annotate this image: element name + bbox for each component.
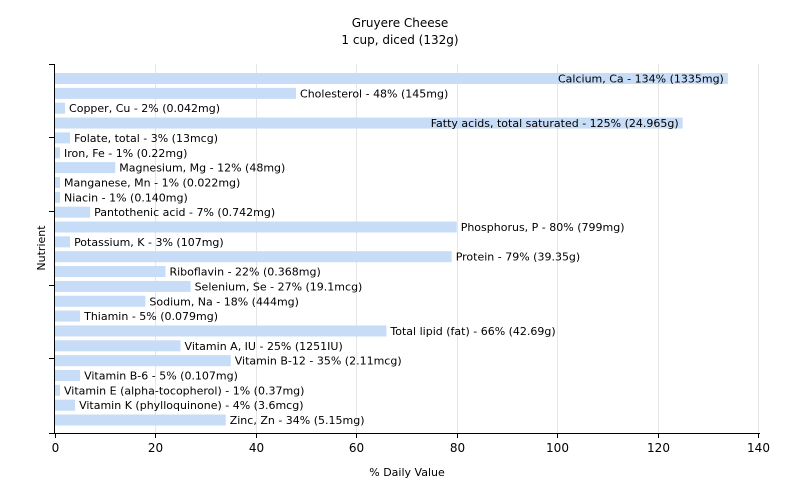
bar <box>55 147 61 159</box>
x-tick-label: 140 <box>747 441 770 455</box>
bar-label: Total lipid (fat) - 66% (42.69g) <box>389 325 555 338</box>
x-axis: 0 20 40 60 80 100 120 140 <box>52 433 770 455</box>
bar-label: Riboflavin - 22% (0.368mg) <box>169 266 320 279</box>
bar <box>55 191 61 203</box>
bar <box>55 73 728 84</box>
bar-label: Vitamin K (phylloquinone) - 4% (3.6mcg) <box>79 399 303 412</box>
bar <box>55 399 76 411</box>
bar-label: Potassium, K - 3% (107mg) <box>74 236 224 249</box>
bar <box>55 176 61 188</box>
bar <box>55 384 61 396</box>
bar <box>55 340 181 352</box>
bar-label: Iron, Fe - 1% (0.22mg) <box>64 147 187 160</box>
bar-label: Protein - 79% (39.35g) <box>456 251 581 264</box>
x-tick-label: 40 <box>249 441 264 455</box>
y-axis-label: Nutrient <box>35 225 48 271</box>
bar <box>55 162 116 174</box>
bar <box>55 221 457 233</box>
bar <box>55 132 71 144</box>
bar <box>55 310 81 322</box>
bar-label: Vitamin B-12 - 35% (2.11mcg) <box>235 355 402 368</box>
bar-label: Vitamin B-6 - 5% (0.107mg) <box>84 370 238 383</box>
bar-label: Zinc, Zn - 34% (5.15mg) <box>230 414 365 427</box>
bar <box>55 295 146 307</box>
y-axis-ticks <box>49 64 54 434</box>
bar <box>55 87 297 99</box>
bar <box>55 414 226 426</box>
bar-labels: Calcium, Ca - 134% (1335mg) Cholesterol -… <box>64 73 724 428</box>
bar-label: Magnesium, Mg - 12% (48mg) <box>119 162 285 175</box>
bar <box>55 236 71 248</box>
bar <box>55 280 191 292</box>
chart-subtitle: 1 cup, diced (132g) <box>341 33 458 47</box>
bar <box>55 251 452 263</box>
bars <box>55 73 728 426</box>
bar-label: Vitamin A, IU - 25% (1251IU) <box>185 340 343 353</box>
x-tick-label: 20 <box>148 441 163 455</box>
bar-label: Manganese, Mn - 1% (0.022mg) <box>64 176 240 189</box>
bar-label: Selenium, Se - 27% (19.1mcg) <box>195 280 363 293</box>
bar <box>55 102 66 114</box>
x-tick-label: 100 <box>546 441 569 455</box>
x-tick-label: 120 <box>647 441 670 455</box>
bar-label: Pantothenic acid - 7% (0.742mg) <box>94 206 275 219</box>
bar-label: Thiamin - 5% (0.079mg) <box>83 310 218 323</box>
chart-title: Gruyere Cheese <box>352 16 449 30</box>
x-tick-label: 0 <box>52 441 60 455</box>
bar <box>55 206 91 218</box>
bar-label: Calcium, Ca - 134% (1335mg) <box>558 73 724 86</box>
bar-label: Niacin - 1% (0.140mg) <box>64 191 188 204</box>
bar <box>55 266 166 278</box>
bar-label: Cholesterol - 48% (145mg) <box>300 87 448 100</box>
bar <box>55 355 231 367</box>
bar <box>55 370 81 381</box>
x-axis-label: % Daily Value <box>369 466 445 479</box>
bar-label: Phosphorus, P - 80% (799mg) <box>461 221 625 234</box>
bar <box>55 117 683 129</box>
x-tick-label: 60 <box>349 441 364 455</box>
bar-label: Vitamin E (alpha-tocopherol) - 1% (0.37m… <box>64 384 304 397</box>
bar-label: Folate, total - 3% (13mcg) <box>74 132 218 145</box>
x-tick-label: 80 <box>450 441 465 455</box>
bar <box>55 325 387 337</box>
bar-label: Sodium, Na - 18% (444mg) <box>149 295 299 308</box>
bar-label: Fatty acids, total saturated - 125% (24.… <box>431 117 679 130</box>
bar-label: Copper, Cu - 2% (0.042mg) <box>69 102 220 115</box>
